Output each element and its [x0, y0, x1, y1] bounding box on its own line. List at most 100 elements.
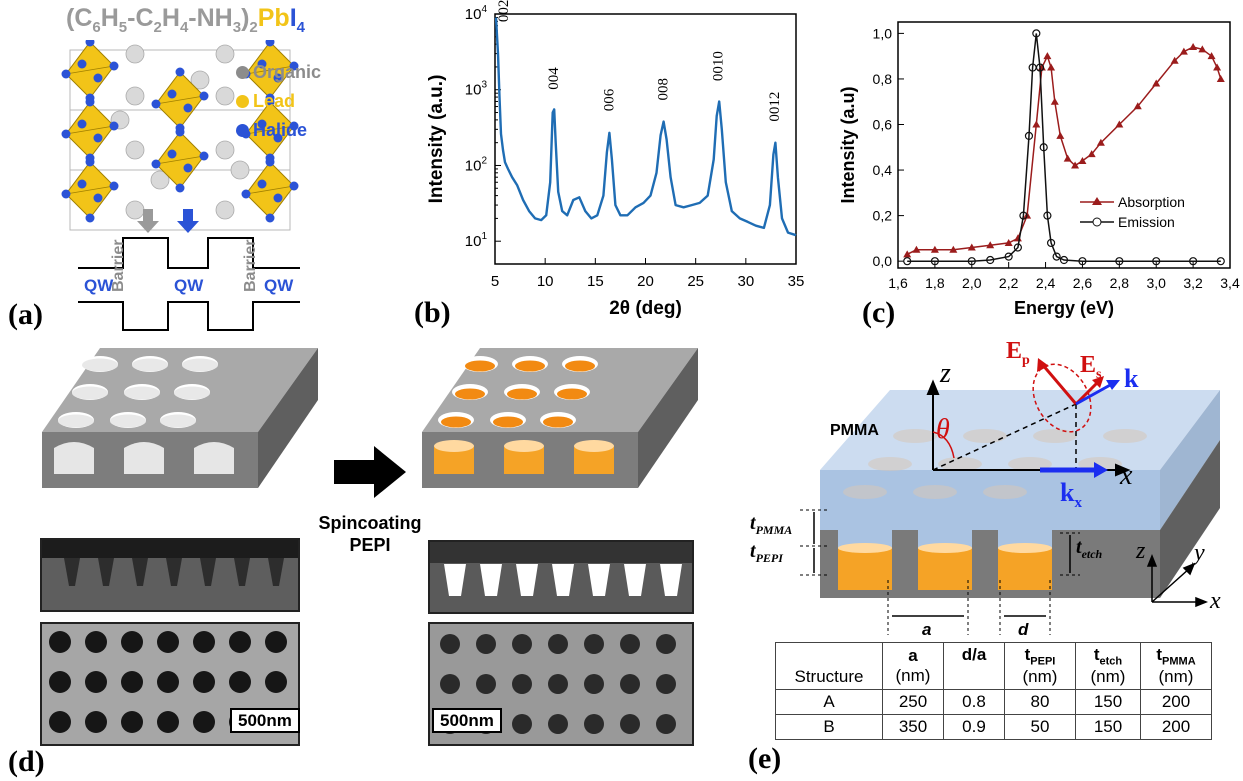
halide-atom — [199, 151, 209, 161]
emission-point — [1152, 257, 1161, 266]
sem-top-view-right — [428, 622, 694, 746]
absorption-point — [1056, 131, 1065, 139]
scalebar-right: 500nm — [432, 708, 502, 733]
pore — [512, 634, 532, 654]
formula-i: I — [289, 4, 297, 32]
absorption-point — [1198, 45, 1207, 53]
absorption-point — [949, 245, 958, 253]
x-tick-label: 35 — [788, 273, 805, 290]
legend-a: Organic Lead Halide — [236, 62, 321, 141]
pepi-fill — [557, 388, 587, 400]
structure-table: Structure a (nm) d/a tPEPI (nm) tetch (nm) … — [775, 641, 1212, 741]
pepi-fill — [455, 388, 485, 400]
pore — [265, 671, 287, 693]
arrow-caption-line2: PEPI — [349, 535, 391, 555]
pore — [620, 714, 640, 734]
buried-hole — [843, 485, 887, 499]
emission-point — [1189, 257, 1198, 266]
y-tick-label: 104 — [465, 4, 488, 23]
spectra-chart: 1,6 1,8 2,0 2,2 2,4 2,6 2,8 3,0 3,2 3,4 0,0 0,2 0,4 0… — [838, 21, 1240, 318]
absorption-point — [1216, 74, 1225, 82]
halide-atom — [85, 40, 95, 47]
pore — [85, 631, 107, 653]
pore — [548, 674, 568, 694]
formula-title: (C6H5-C2H4-NH3)2PbI4 — [66, 4, 305, 36]
pore — [656, 714, 676, 734]
z-axis-label: z — [940, 358, 951, 389]
etched-pore — [64, 558, 80, 586]
organic-sphere — [215, 140, 235, 160]
formula-pb: Pb — [257, 4, 290, 32]
pepi-fill — [515, 360, 545, 372]
absorption-point — [930, 245, 939, 253]
table-row: B 350 0.9 50 150 200 — [775, 714, 1212, 741]
emission-point — [1032, 29, 1041, 38]
pepi-fill — [838, 548, 892, 590]
pore — [440, 634, 460, 654]
pore — [85, 711, 107, 733]
absorption-point — [1063, 154, 1072, 162]
etched-pore — [234, 558, 250, 586]
pepi-fill — [543, 416, 573, 428]
x-tick-label: 3,0 — [1146, 275, 1166, 291]
col-da: d/a — [943, 641, 1005, 691]
emission-point — [1216, 257, 1225, 266]
pepi-fill — [918, 548, 972, 590]
x-tick-label: 2,4 — [1036, 275, 1056, 291]
buried-hole — [983, 485, 1027, 499]
t-etch-label: tetch — [1076, 536, 1103, 561]
emission-point — [1078, 257, 1087, 266]
emission-point — [967, 257, 976, 266]
pore — [620, 634, 640, 654]
y-axis-title: Intensity (a.u.) — [426, 75, 447, 204]
absorption-point — [1087, 150, 1096, 158]
halide-atom — [183, 103, 193, 113]
pepi-fill — [565, 360, 595, 372]
y-tick-label: 0,2 — [873, 208, 893, 224]
peak-label: 0010 — [711, 51, 727, 81]
backbone-label-right: SiO2 backbone — [444, 486, 571, 510]
filled-pore — [588, 564, 610, 596]
pore — [229, 631, 251, 653]
peak-label: 0012 — [767, 92, 783, 122]
panel-d: SiO2 backbone SiO2 backbone Spincoating … — [0, 340, 740, 781]
halide-atom — [273, 73, 283, 83]
backbone-label-left: SiO2 backbone — [62, 486, 189, 510]
absorption-point — [1004, 238, 1013, 246]
halide-atom — [151, 159, 161, 169]
emission-point — [1046, 238, 1056, 248]
x-tick-label: 5 — [491, 273, 499, 290]
pore — [548, 714, 568, 734]
kx-label: kx — [1060, 478, 1082, 512]
legend-item-organic: Organic — [236, 62, 321, 83]
panel-label-d: (d) — [8, 745, 45, 778]
peak-label: 002 — [496, 0, 512, 22]
legend-item-halide: Halide — [236, 120, 321, 141]
x-tick-label: 10 — [537, 273, 554, 290]
absorption-point — [1189, 43, 1198, 51]
d-dim-label: d — [1018, 620, 1029, 639]
emission-point — [1059, 255, 1069, 265]
etched-pore — [98, 558, 114, 586]
x-tick-label: 3,4 — [1220, 275, 1240, 291]
hole-front — [54, 442, 94, 474]
x-tick-label: 30 — [737, 273, 754, 290]
x-axis-title: 2θ (deg) — [609, 298, 682, 319]
emission-point — [903, 257, 912, 266]
plot-frame — [897, 21, 1231, 269]
pore — [49, 671, 71, 693]
pore — [229, 671, 251, 693]
halide-atom — [289, 61, 299, 71]
pore — [656, 634, 676, 654]
halide-atom — [175, 67, 185, 77]
halide-atom — [257, 119, 267, 129]
organic-sphere — [215, 44, 235, 64]
pore — [193, 631, 215, 653]
organic-sphere — [230, 160, 250, 180]
band-label-barrier-2: Barrier — [242, 239, 259, 292]
absorption-point — [1207, 52, 1216, 60]
x-tick-label: 1,6 — [888, 275, 908, 291]
halide-atom — [85, 213, 95, 223]
y-tick-label: 102 — [465, 155, 488, 174]
sem-cross-section-left — [40, 538, 300, 612]
